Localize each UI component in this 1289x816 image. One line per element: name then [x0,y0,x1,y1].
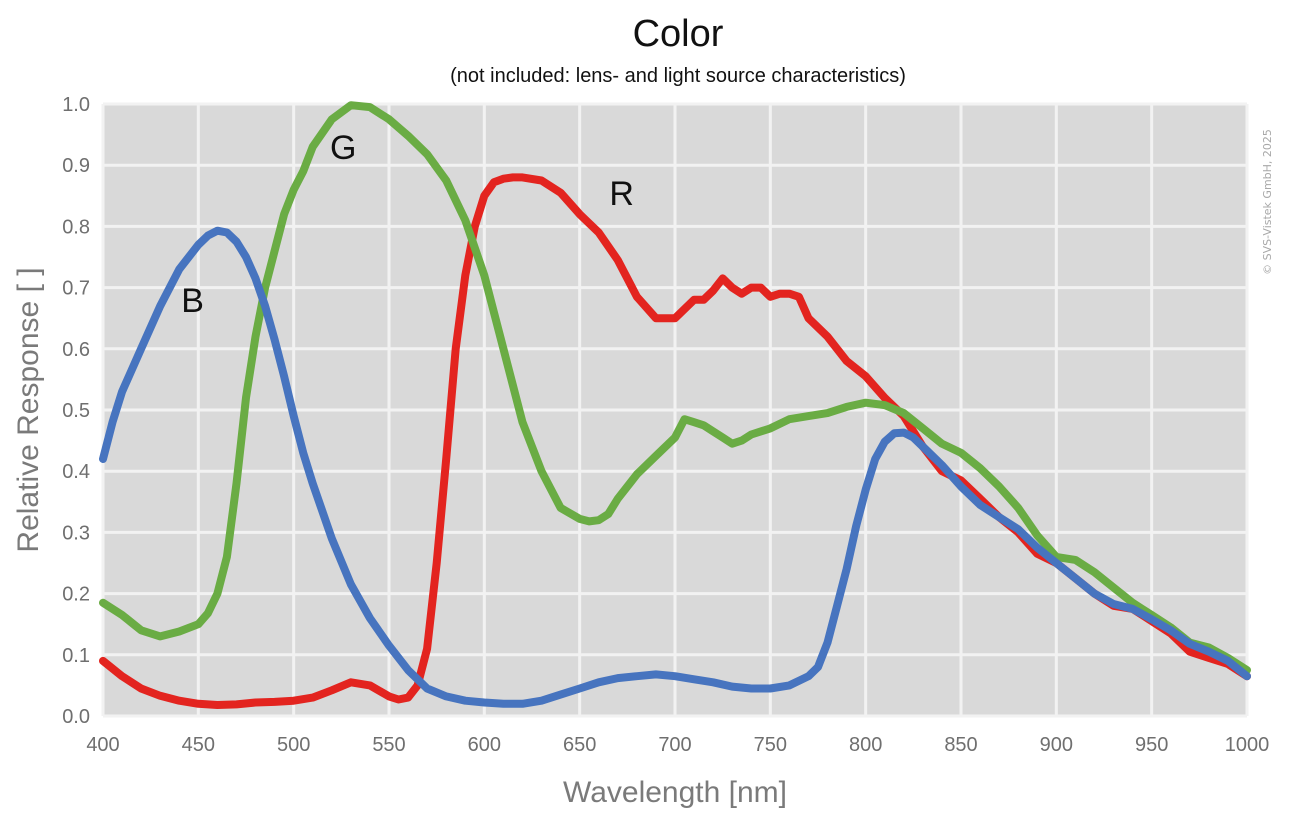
series-labels: B G R [181,129,634,320]
y-axis-label: Relative Response [ ] [12,267,45,552]
x-tick-label: 1000 [1225,734,1270,756]
x-tick-label: 450 [182,734,215,756]
series-label-b: B [181,282,204,320]
x-tick-label: 650 [563,734,596,756]
y-tick-label: 1.0 [62,94,90,116]
y-tick-label: 0.6 [62,339,90,361]
y-tick-label: 0.1 [62,645,90,667]
horizontal-gridlines [103,102,1247,718]
x-tick-label: 600 [468,734,501,756]
x-tick-label: 950 [1135,734,1168,756]
series-label-g: G [330,129,356,167]
y-tick-label: 0.7 [62,278,90,300]
x-tick-label: 550 [372,734,405,756]
x-tick-label: 850 [944,734,977,756]
chart-title: Color [633,13,724,55]
x-tick-label: 900 [1040,734,1073,756]
series-line-b [99,226,1251,708]
series-lines [99,101,1251,709]
y-tick-label: 0.8 [62,216,90,238]
copyright-notice: © SVS-Vistek GmbH, 2025 [1261,129,1274,275]
chart-subtitle: (not included: lens- and light source ch… [450,65,906,87]
y-axis-ticks: 0.0 0.1 0.2 0.3 0.4 0.5 0.6 0.7 0.8 0.9 1.0 [62,94,90,728]
y-tick-label: 0.3 [62,522,90,544]
x-tick-label: 700 [658,734,691,756]
y-tick-label: 0.0 [62,706,90,728]
series-line-g [99,101,1251,675]
x-axis-ticks: 400 450 500 550 600 650 700 750 800 850 900 950 1000 [86,734,1269,756]
y-tick-label: 0.2 [62,584,90,606]
x-tick-label: 750 [754,734,787,756]
x-tick-label: 800 [849,734,882,756]
x-tick-label: 400 [86,734,119,756]
y-tick-label: 0.4 [62,461,90,483]
x-axis-label: Wavelength [nm] [563,776,787,809]
x-tick-label: 500 [277,734,310,756]
y-tick-label: 0.5 [62,400,90,422]
series-label-r: R [609,175,634,213]
y-tick-label: 0.9 [62,155,90,177]
